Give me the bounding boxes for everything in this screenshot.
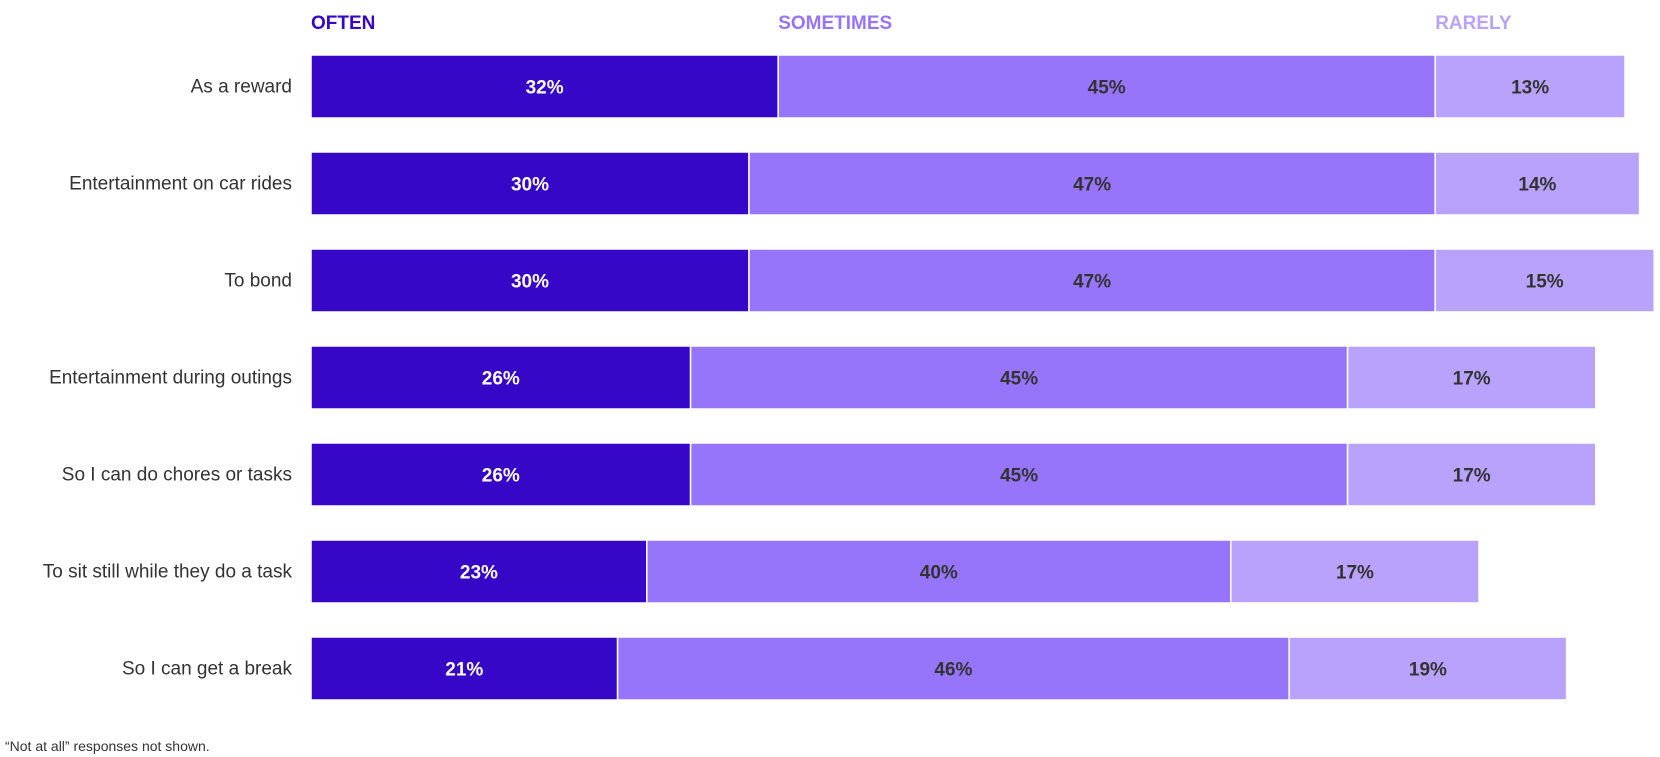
category-label: Entertainment on car rides [69,174,292,195]
data-label: 45% [1088,78,1126,99]
data-label: 19% [1409,660,1447,681]
legend-rarely: RARELY [1435,13,1512,34]
bar-often [310,54,779,119]
data-label: 45% [1000,369,1038,390]
bar-rarely [1346,442,1597,507]
bar-often [310,151,750,216]
bar-sometimes [689,442,1349,507]
data-label: 30% [511,175,549,196]
data-label: 21% [445,660,483,681]
data-label: 13% [1511,78,1549,99]
category-label: As a reward [191,77,292,98]
data-label: 15% [1526,272,1564,293]
data-label: 14% [1518,175,1556,196]
category-label: To sit still while they do a task [43,562,293,583]
data-label: 45% [1000,466,1038,487]
bar-rarely [1346,345,1597,410]
bar-often [310,345,692,410]
category-label: Entertainment during outings [49,368,292,389]
data-label: 46% [934,660,972,681]
bar-often [310,248,750,313]
data-label: 23% [460,563,498,584]
category-label: So I can do chores or tasks [62,465,292,486]
data-label: 26% [482,369,520,390]
legend-sometimes: SOMETIMES [778,13,892,34]
data-label: 17% [1453,369,1491,390]
data-label: 26% [482,466,520,487]
legend-often: OFTEN [311,13,375,34]
category-label: So I can get a break [122,659,293,680]
bar-rarely [1434,54,1626,119]
bar-sometimes [777,54,1436,119]
bar-rarely [1288,636,1568,701]
category-label: To bond [224,271,292,292]
bar-rarely [1434,151,1641,216]
data-label: 40% [920,563,958,584]
bar-rarely [1230,539,1480,604]
data-label: 17% [1336,563,1374,584]
data-label: 47% [1073,175,1111,196]
bar-sometimes [616,636,1290,701]
bar-often [310,442,692,507]
bar-often [310,636,619,701]
data-label: 32% [526,78,564,99]
data-label: 30% [511,272,549,293]
bar-rarely [1434,248,1655,313]
footnote: “Not at all” responses not shown. [5,738,210,754]
bar-often [310,539,648,604]
data-label: 17% [1453,466,1491,487]
bar-sometimes [748,151,1436,216]
bar-sometimes [748,248,1436,313]
data-label: 47% [1073,272,1111,293]
bar-sometimes [646,539,1232,604]
